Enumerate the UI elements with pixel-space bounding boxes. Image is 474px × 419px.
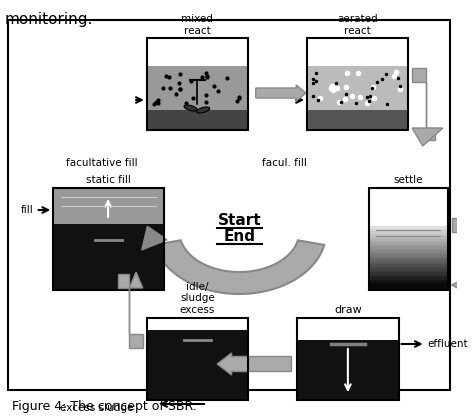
Polygon shape [118,274,143,348]
Bar [369,282,448,286]
Bar [369,257,448,260]
Bar [53,188,164,224]
Text: mixed
react: mixed react [182,14,213,36]
Bar [146,330,248,400]
FancyArrow shape [217,353,292,375]
Polygon shape [155,241,324,294]
Text: Figure 4: The concept of SBR.: Figure 4: The concept of SBR. [11,400,196,413]
Bar [146,318,248,330]
Bar [369,277,448,281]
Bar [369,285,448,288]
Bar [369,249,448,252]
Polygon shape [412,68,435,140]
Bar [369,280,448,283]
Bar [369,259,448,263]
Bar [369,246,448,250]
Text: idle/
sludge
excess: idle/ sludge excess [180,282,215,315]
Bar [307,110,408,130]
Polygon shape [452,278,465,292]
Bar [369,231,448,235]
Bar [146,38,248,130]
Text: fill: fill [21,205,34,215]
Bar [369,267,448,270]
Bar [53,188,164,290]
Ellipse shape [184,105,197,111]
Bar [369,251,448,255]
Bar [369,287,448,291]
Bar [369,188,448,290]
Bar [8,20,450,390]
Text: monitoring.: monitoring. [5,12,93,27]
Bar [369,274,448,278]
Bar [297,318,399,340]
Polygon shape [142,226,167,250]
Text: excess sludge: excess sludge [60,403,133,413]
Bar [369,262,448,265]
Text: End: End [223,229,255,244]
Polygon shape [412,128,443,146]
Bar [369,269,448,273]
Bar [297,318,399,400]
Bar [369,244,448,247]
Bar [369,226,448,229]
Bar [146,110,248,130]
Bar [297,340,399,400]
Bar [369,188,448,226]
Polygon shape [129,272,143,288]
FancyArrow shape [255,85,306,101]
Text: facul. fill: facul. fill [262,158,307,168]
Text: draw: draw [334,305,362,315]
Text: effluent: effluent [428,339,468,349]
Text: static fill: static fill [86,175,131,185]
Bar [146,318,248,400]
Bar [369,239,448,242]
Ellipse shape [197,107,210,113]
Bar [369,272,448,275]
Bar [307,38,408,130]
Bar [369,254,448,258]
Text: Start: Start [218,213,261,228]
Bar [369,234,448,237]
Polygon shape [452,218,474,292]
Text: settle: settle [393,175,423,185]
Bar [146,66,248,130]
Text: facultative fill: facultative fill [65,158,137,168]
Bar [369,236,448,240]
Bar [369,228,448,232]
Bar [307,66,408,130]
Bar [369,241,448,245]
Text: aerated
react: aerated react [337,14,378,36]
Bar [369,264,448,268]
Bar [53,224,164,290]
